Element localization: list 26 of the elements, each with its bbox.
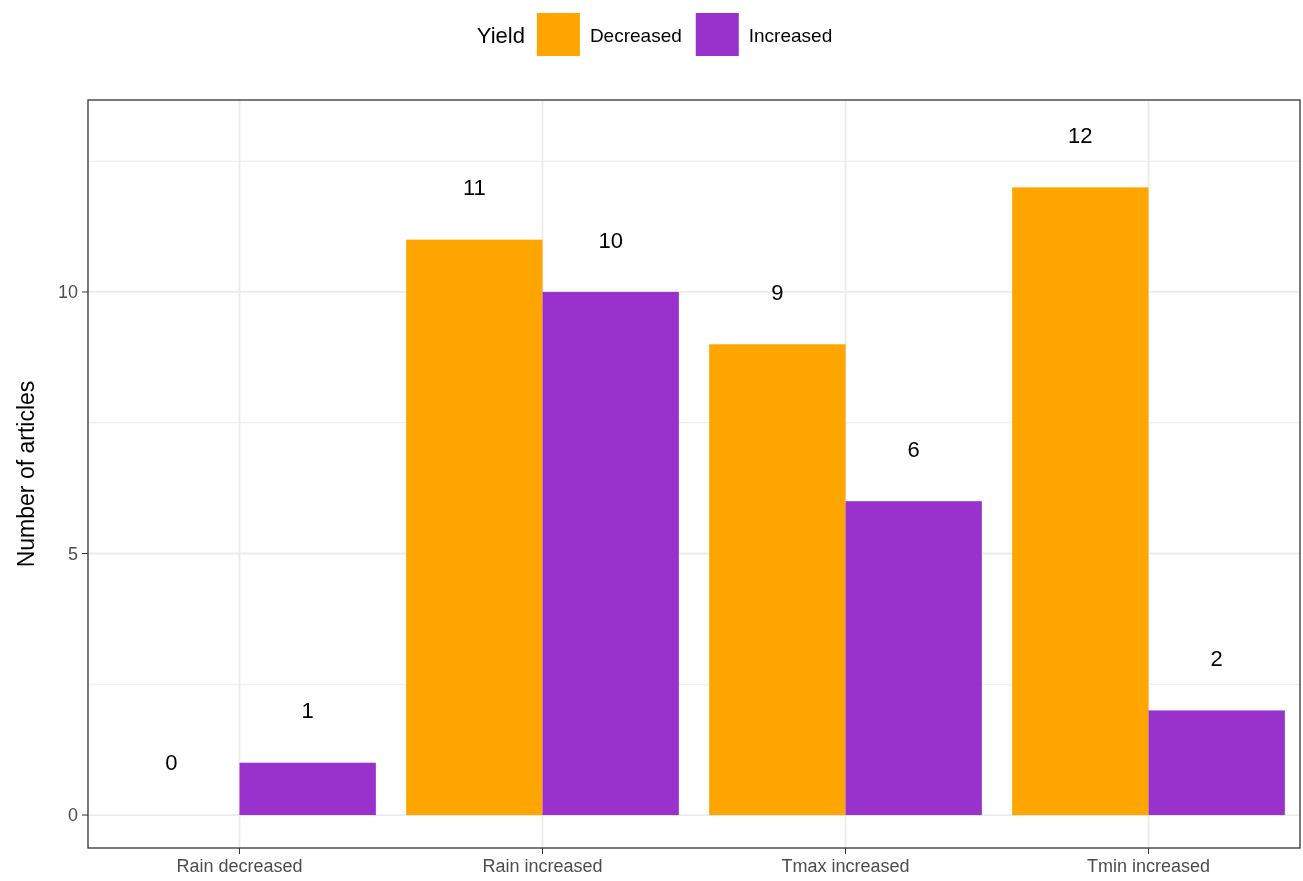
data-label: 2 xyxy=(1210,646,1223,672)
bar xyxy=(542,291,679,816)
bar xyxy=(239,762,376,816)
y-tick-label: 0 xyxy=(67,805,78,826)
data-label: 10 xyxy=(598,227,623,253)
x-tick-label: Rain increased xyxy=(482,856,603,876)
legend-label: Increased xyxy=(748,24,833,46)
bar xyxy=(1012,187,1149,816)
data-label: 9 xyxy=(771,279,784,305)
y-axis-title: Number of articles xyxy=(13,380,39,568)
data-label: 1 xyxy=(301,698,314,724)
annotation: 0 xyxy=(165,750,178,776)
bar xyxy=(1148,710,1285,816)
data-label: 6 xyxy=(907,436,920,462)
data-label: 12 xyxy=(1068,123,1093,149)
x-tick-label: Rain decreased xyxy=(176,856,303,876)
x-tick-label: Tmin increased xyxy=(1086,856,1211,876)
legend-label: Decreased xyxy=(589,24,682,46)
bar xyxy=(709,344,846,816)
legend-title: Yield xyxy=(476,22,525,48)
y-tick-label: 10 xyxy=(57,282,78,303)
bar xyxy=(845,501,982,816)
y-tick-label: 5 xyxy=(67,543,78,564)
x-tick-label: Tmax increased xyxy=(781,856,910,876)
bar xyxy=(406,239,543,816)
data-label: 11 xyxy=(462,175,486,201)
